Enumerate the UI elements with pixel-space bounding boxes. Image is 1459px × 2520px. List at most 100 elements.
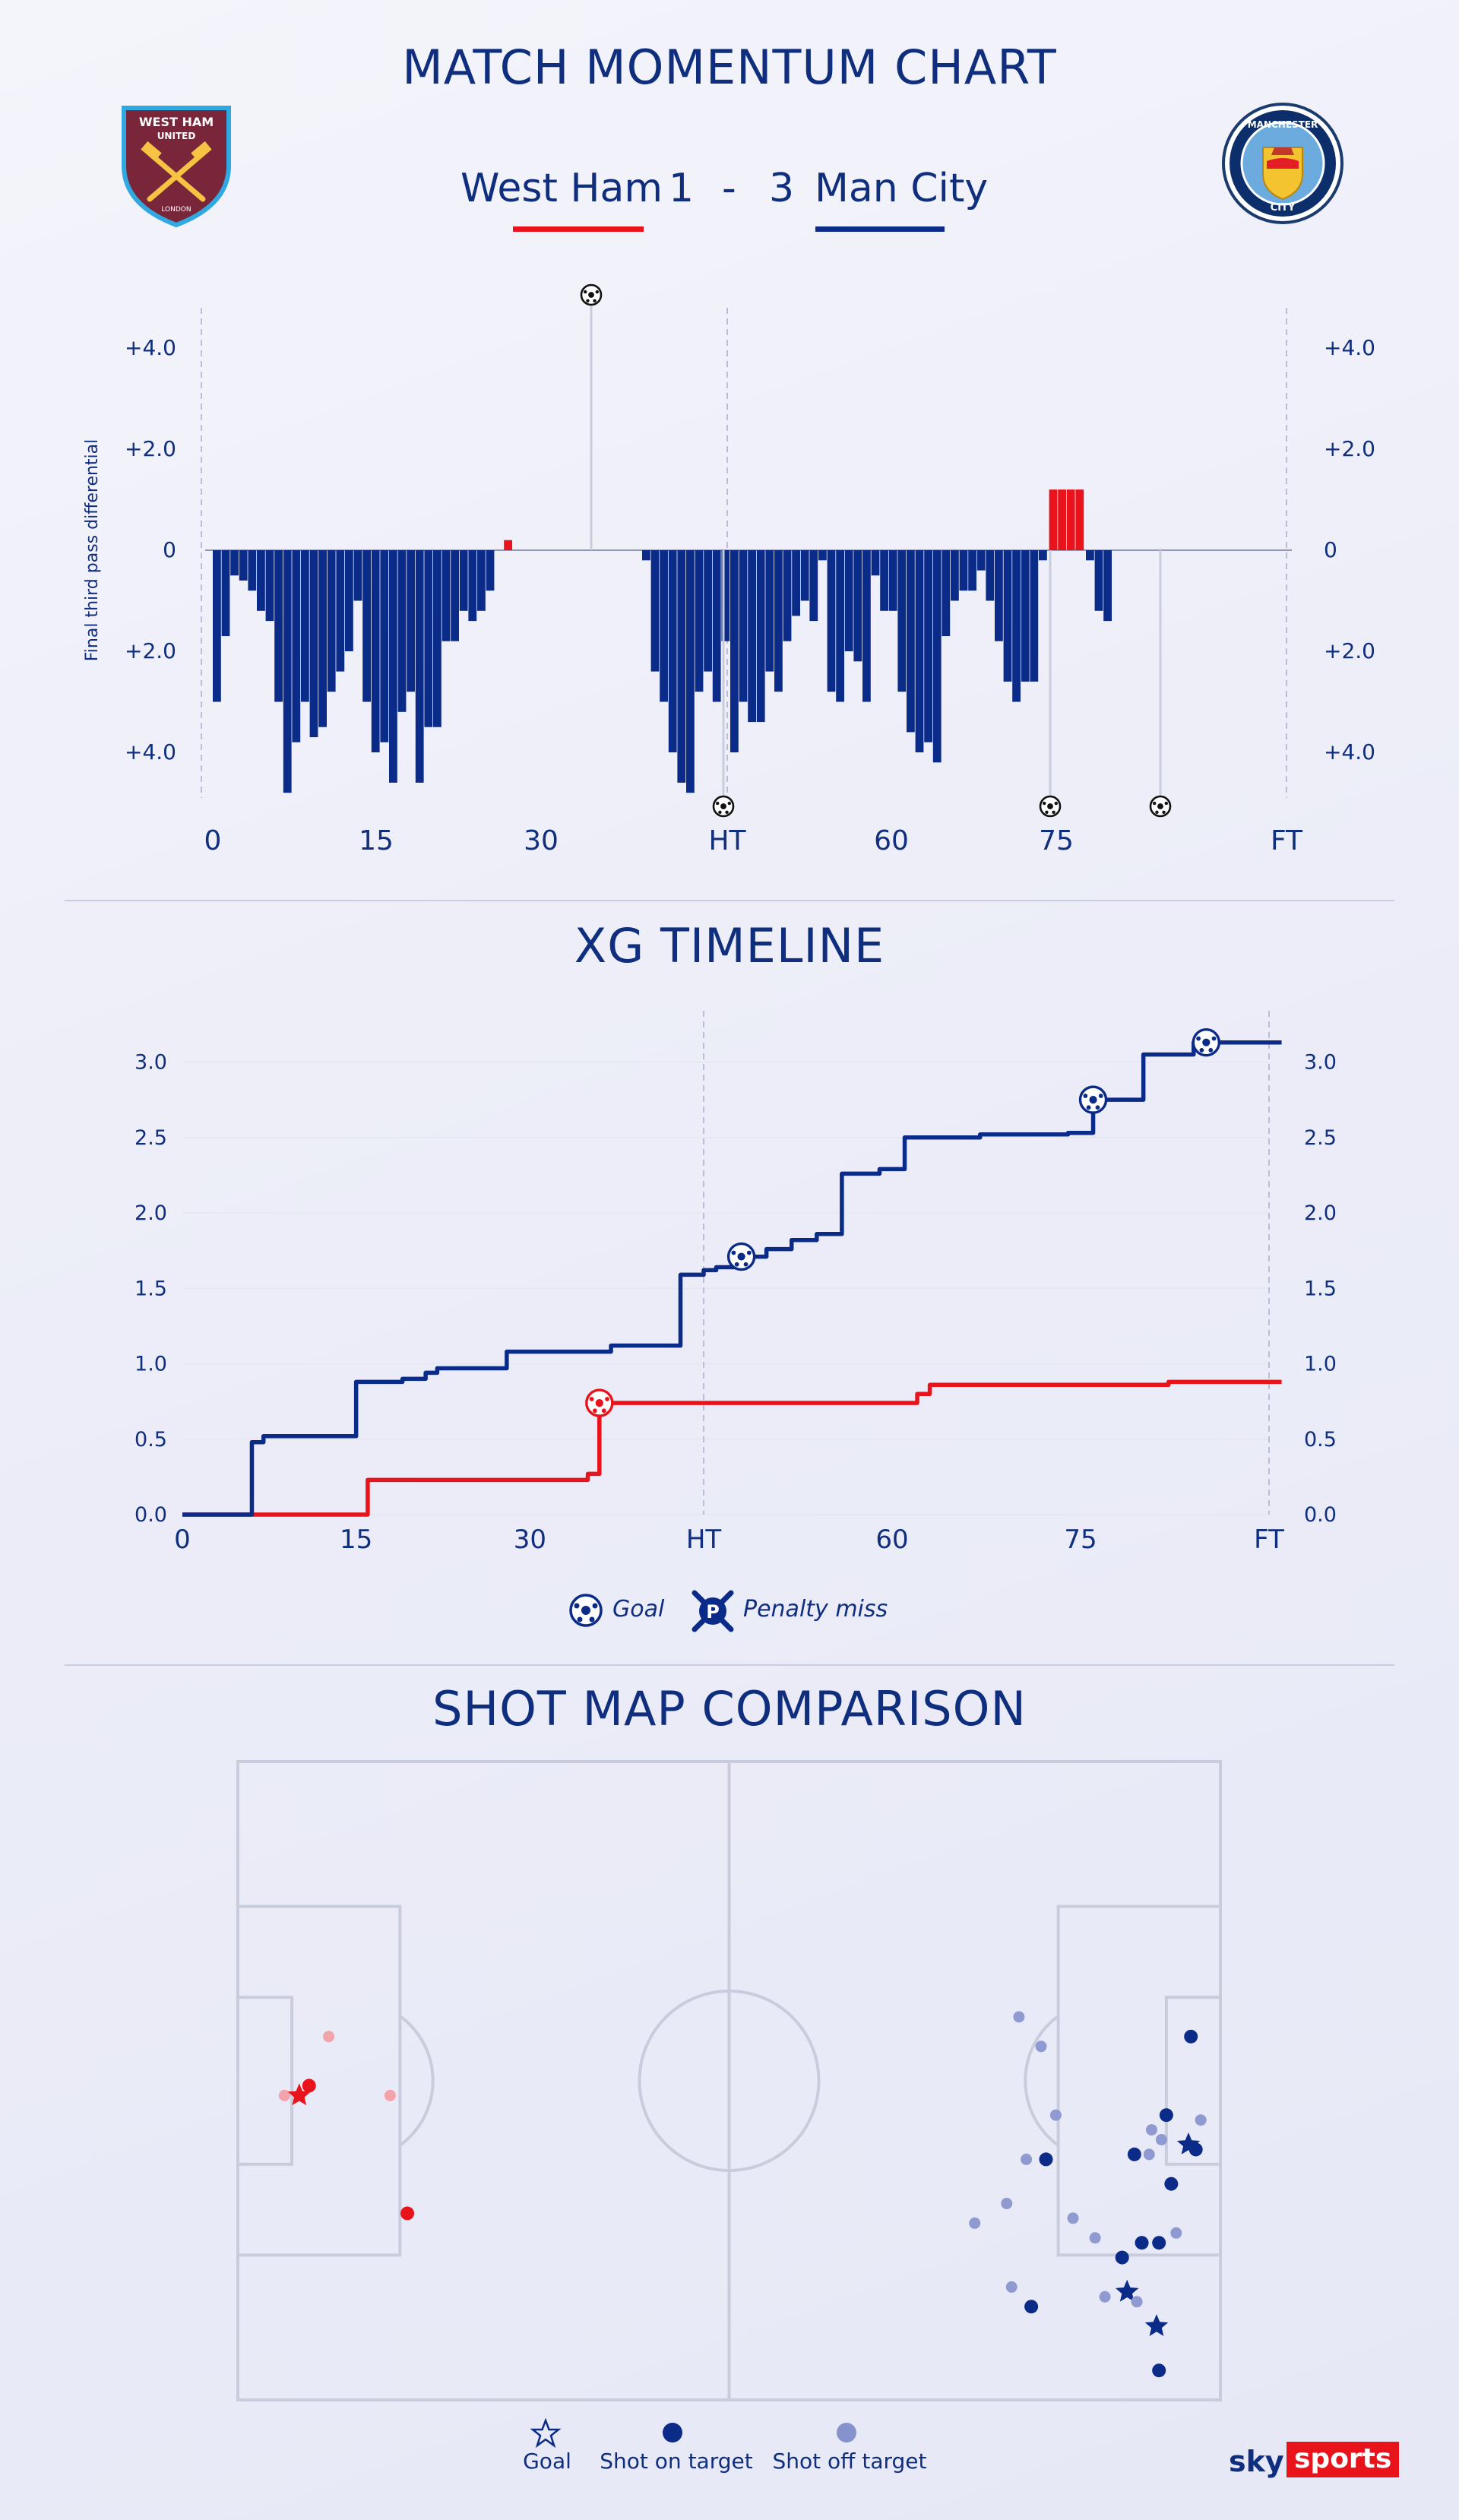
momentum-bar [677,550,686,783]
momentum-bar [230,550,239,576]
momentum-bar [862,550,871,702]
goal-legend-icon [569,1594,603,1627]
momentum-y-tick-right: +4.0 [1324,739,1375,765]
xg-y-tick-left: 2.0 [135,1201,167,1225]
shot-off-target-marker [1195,2114,1207,2126]
momentum-bar [459,550,468,611]
west-ham-badge: WEST HAM UNITED LONDON [122,106,231,228]
shot-off-target-marker [1099,2290,1111,2303]
momentum-y-axis-label: Final third pass differential [83,439,102,662]
momentum-x-tick: 60 [874,825,909,856]
momentum-bar [336,550,345,672]
momentum-bar [986,550,995,601]
momentum-bar [309,550,318,738]
shot-off-target-marker [278,2089,290,2101]
xg-timeline-title: XG TIMELINE [574,918,885,973]
momentum-bar [871,550,880,576]
momentum-bar [792,550,800,616]
xg-x-tick: HT [686,1524,722,1555]
goal-event-icon [580,283,603,306]
momentum-bar [433,550,441,727]
momentum-bar [407,550,415,692]
momentum-bar [415,550,424,783]
away-score: 3 [769,166,795,211]
xg-y-tick-right: 1.5 [1304,1277,1337,1300]
momentum-bar [668,550,677,752]
shot-off-target-marker [1155,2134,1167,2146]
shot-goal-marker [1144,2314,1169,2336]
momentum-x-tick: HT [708,825,746,856]
momentum-bar [959,550,968,591]
momentum-bar [353,550,362,601]
xg-timeline-chart: 0.0 0.0 0.5 0.5 1.0 1.0 1.5 1.5 2.0 2.0 2.5 2.5 3.0 3… [135,1011,1337,1555]
shot-off-target-marker [323,2031,335,2043]
momentum-bar [730,550,739,752]
shot-on-target-marker [1159,2108,1173,2123]
momentum-bar [660,550,668,702]
shot-off-target-marker [1001,2198,1013,2210]
momentum-bar [371,550,380,752]
xg-goal-icon [726,1242,756,1271]
page-title: MATCH MOMENTUM CHART [402,40,1057,95]
xg-y-tick-left: 0.5 [135,1428,167,1452]
right-six-yard-box [1164,1996,1223,2166]
momentum-bar [880,550,888,611]
shot-off-target-marker [1035,2040,1047,2053]
svg-text:UNITED: UNITED [157,131,196,141]
xg-y-tick-right: 3.0 [1304,1051,1337,1075]
momentum-bar [756,550,765,723]
goal-event-icon [712,795,735,818]
shot-on-target-marker [1115,2250,1129,2265]
momentum-bar [239,550,248,581]
momentum-bar [818,550,827,561]
shot-off-target-legend-icon [837,2423,856,2442]
shot-on-target-marker [302,2078,316,2093]
momentum-bar [968,550,976,591]
right-penalty-box [1056,1904,1223,2257]
momentum-y-tick-left: 0 [163,537,176,562]
shot-off-target-marker [1145,2124,1157,2136]
shot-goal-marker [287,2083,311,2106]
xg-y-tick-left: 0.0 [135,1503,167,1527]
momentum-bar [468,550,477,622]
xg-y-tick-left: 1.5 [135,1277,167,1300]
momentum-bar [721,550,730,641]
momentum-y-tick-left: +2.0 [125,638,176,663]
momentum-bar [1021,550,1030,682]
momentum-bar [915,550,924,752]
momentum-y-tick-right: +2.0 [1324,436,1375,461]
momentum-bar [213,550,221,702]
xg-series-line [182,1379,1282,1517]
momentum-bar [897,550,907,692]
momentum-y-tick-left: +4.0 [125,335,176,360]
momentum-y-tick-right: +2.0 [1324,638,1375,663]
goal-event-icon [1149,795,1172,818]
momentum-bar [389,550,397,783]
momentum-bar [1094,550,1103,611]
momentum-bar [686,550,695,793]
momentum-bar [1012,550,1021,702]
score-line: West Ham 1 - 3 Man City [0,166,1459,219]
momentum-bar [783,550,792,641]
momentum-bar [441,550,451,641]
svg-text:LONDON: LONDON [161,206,191,214]
svg-text:CITY: CITY [1271,202,1296,214]
momentum-bar [995,550,1003,641]
shot-on-target-marker [1184,2029,1198,2044]
xg-y-tick-left: 2.5 [135,1126,167,1150]
left-penalty-arc [399,2015,435,2147]
momentum-bar [486,550,495,591]
momentum-y-tick-left: +4.0 [125,739,176,765]
momentum-bar [942,550,951,637]
away-team-name: Man City [815,166,989,211]
momentum-bar [650,550,660,672]
shot-map-pitch [236,1760,1223,2401]
xg-y-tick-right: 1.0 [1304,1353,1337,1376]
momentum-x-tick: 75 [1039,825,1074,856]
left-penalty-box [236,1904,402,2257]
momentum-bar [477,550,486,611]
momentum-bar [221,550,230,637]
momentum-bar [932,550,942,763]
shot-off-target-marker [1013,2011,1025,2023]
shot-on-target-marker [1127,2147,1141,2161]
